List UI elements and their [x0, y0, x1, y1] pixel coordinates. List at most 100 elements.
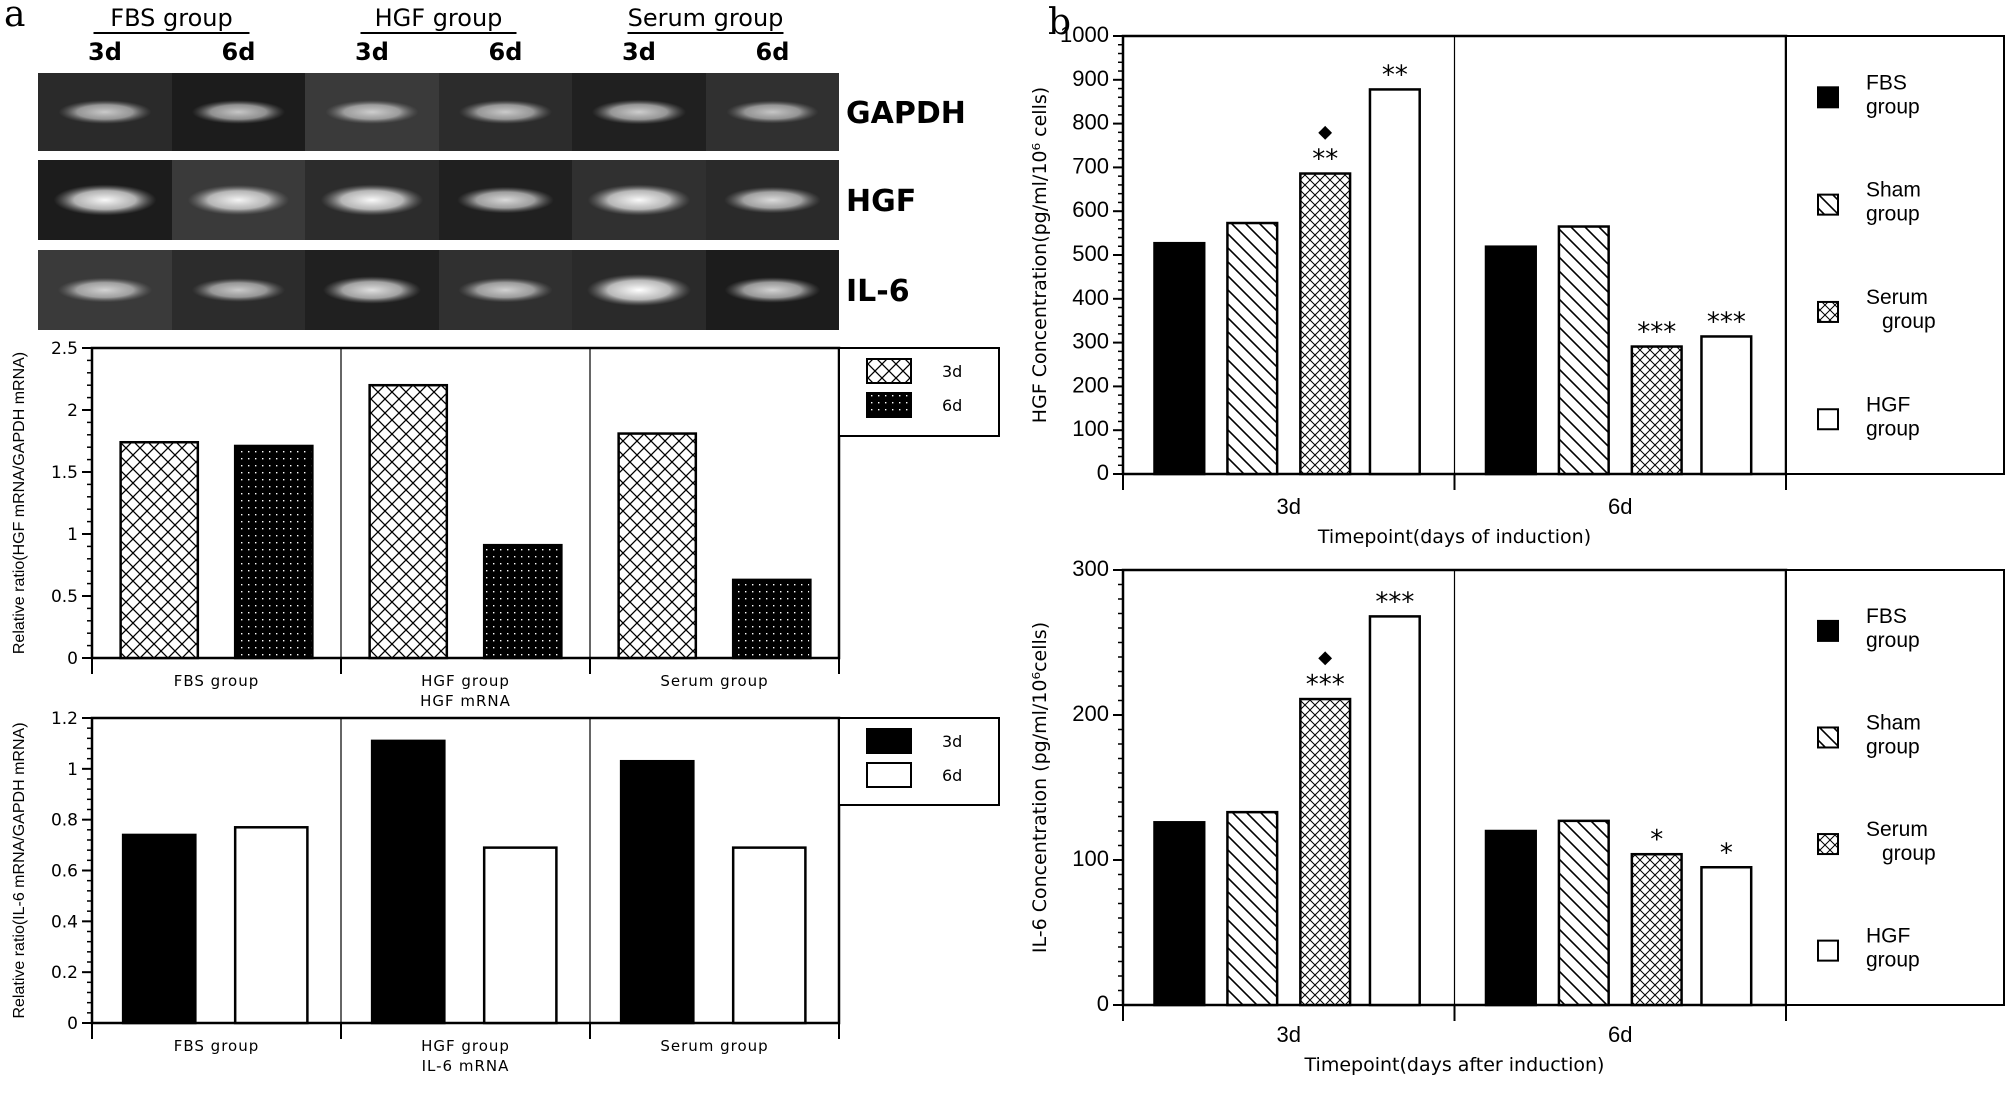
gel-band: [724, 186, 821, 214]
bar-chart-4: 0 100 200 300 IL-6 Concentration (pg/ml/10⁶c…: [1029, 556, 2005, 1076]
panel-label-a: a: [4, 0, 25, 35]
gel-group-label: FBS group: [110, 4, 232, 32]
legend-swatch: [866, 728, 912, 754]
gel-group-label: HGF group: [375, 4, 503, 32]
bar-6d-fbs-group: [233, 826, 309, 1025]
gel-band: [591, 99, 687, 125]
gel-band: [325, 100, 419, 124]
gel-band: [187, 184, 290, 216]
significance-annotation: ***: [1375, 587, 1414, 617]
gel-band: [53, 184, 157, 216]
bar-fbs-group-3d: [1153, 821, 1206, 1007]
legend: FBS group Sham group Serum group HGF group: [1785, 569, 2005, 1006]
significance-annotation: ***: [1637, 318, 1676, 348]
legend-swatch: [866, 358, 912, 384]
significance-annotation: ◆ **: [1312, 122, 1338, 175]
gel-band: [57, 277, 153, 303]
significance-annotation: **: [1382, 60, 1408, 90]
gel-band: [191, 278, 286, 302]
bar-serum-group-6d: [1630, 852, 1683, 1007]
bar-sham-group-6d: [1557, 225, 1610, 476]
bar-serum-group-3d: [1299, 172, 1352, 476]
significance-annotation: *: [1650, 825, 1663, 855]
legend-box: [1785, 35, 2005, 475]
bar-3d-serum-group: [619, 759, 695, 1025]
bar-chart-1: 0 0.5 1 1.5 2 2.5 Relative ratio(HGF mRNA/GAPD…: [11, 339, 1000, 710]
bar-6d-serum-group: [731, 846, 807, 1025]
legend: 3d 6d: [838, 717, 1000, 806]
x-category-label: FBS group: [174, 1037, 260, 1055]
gel-band: [58, 100, 152, 124]
y-tick-label: 0.8: [51, 811, 78, 831]
x-category-label: 3d: [1277, 494, 1301, 519]
gel-lane-label: 6d: [756, 38, 790, 66]
gel-lane-label: 3d: [622, 38, 656, 66]
y-tick-label: 200: [1072, 701, 1109, 726]
x-axis-label: IL-6 mRNA: [422, 1057, 510, 1075]
y-tick-label: 200: [1072, 372, 1109, 397]
y-tick-label: 1: [67, 525, 78, 545]
legend-swatch: [1817, 726, 1839, 749]
y-tick-label: 100: [1072, 846, 1109, 871]
y-tick-label: 300: [1072, 329, 1109, 354]
gel-lane-label: 6d: [489, 38, 523, 66]
gel-lane-label: 3d: [88, 38, 122, 66]
legend-label: HGF group: [1866, 393, 1920, 440]
legend-label: 3d: [942, 362, 962, 381]
gel-band: [587, 184, 691, 216]
charts: 0 0.5 1 1.5 2 2.5 Relative ratio(HGF mRNA/GAPD…: [11, 22, 2005, 1076]
y-axis-label: Relative ratio(IL-6 mRNA/GAPDH mRNA): [11, 722, 28, 1018]
x-category-label: HGF group: [421, 1037, 510, 1055]
x-axis-label: Timepoint(days after induction): [1304, 1054, 1605, 1076]
gel-band: [458, 277, 553, 303]
legend-swatch: [1817, 833, 1839, 856]
bar-fbs-group-3d: [1153, 241, 1206, 476]
significance-annotation: ***: [1707, 307, 1746, 337]
bar-serum-group-3d: [1299, 697, 1352, 1007]
bar-hgf-group-6d: [1700, 335, 1753, 476]
legend-swatch: [1817, 300, 1839, 323]
legend: FBS group Sham group Serum group HGF group: [1785, 35, 2005, 475]
bar-6d-hgf-group: [482, 846, 558, 1025]
y-tick-label: 900: [1072, 66, 1109, 91]
y-tick-label: 0: [67, 1014, 78, 1034]
y-tick-label: 700: [1072, 153, 1109, 178]
legend-swatch: [1817, 619, 1839, 642]
y-axis-label: HGF Concentration(pg/ml/10⁶ cells): [1029, 87, 1051, 423]
x-axis-label: Timepoint(days of induction): [1317, 526, 1591, 548]
plot-frame: [90, 716, 841, 1025]
legend-label: FBS group: [1866, 71, 1920, 118]
y-tick-label: 0.6: [51, 862, 78, 882]
y-tick-label: 2: [67, 401, 78, 421]
significance-annotation: *: [1720, 838, 1733, 868]
legend-box: [838, 347, 1000, 437]
legend-swatch: [1817, 86, 1839, 109]
y-tick-label: 2.5: [51, 339, 78, 359]
plot-frame: [90, 346, 841, 660]
y-tick-label: 0.5: [51, 587, 78, 607]
legend-box: [838, 717, 1000, 806]
x-category-label: Serum group: [660, 1037, 768, 1055]
y-tick-label: 500: [1072, 241, 1109, 266]
bar-6d-hgf-group: [482, 543, 563, 660]
y-tick-label: 0: [1097, 460, 1109, 485]
legend-label: 6d: [942, 396, 962, 415]
bar-sham-group-3d: [1226, 221, 1279, 476]
gel-band: [587, 274, 691, 306]
legend-label: FBS group: [1866, 605, 1920, 652]
legend-label: HGF group: [1866, 925, 1920, 972]
x-category-label: Serum group: [660, 672, 768, 690]
legend-swatch: [866, 392, 912, 418]
gel-image: FBS group HGF group Serum group 3d 6d 3d 6d 3d 6…: [38, 4, 966, 330]
x-category-label: 6d: [1608, 494, 1632, 519]
y-tick-label: 0: [1097, 991, 1109, 1016]
legend-swatch: [1817, 408, 1839, 431]
bar-3d-hgf-group: [368, 383, 449, 660]
x-category-label: FBS group: [174, 672, 260, 690]
y-tick-label: 1000: [1060, 22, 1109, 47]
bar-serum-group-6d: [1630, 345, 1683, 476]
legend-label: 6d: [942, 766, 962, 785]
y-tick-label: 400: [1072, 285, 1109, 310]
bar-chart-3: 0 100 200 300 400 500 600 700 800 900 1000 HGF Conc…: [1029, 22, 2005, 548]
legend-swatch: [866, 762, 912, 788]
